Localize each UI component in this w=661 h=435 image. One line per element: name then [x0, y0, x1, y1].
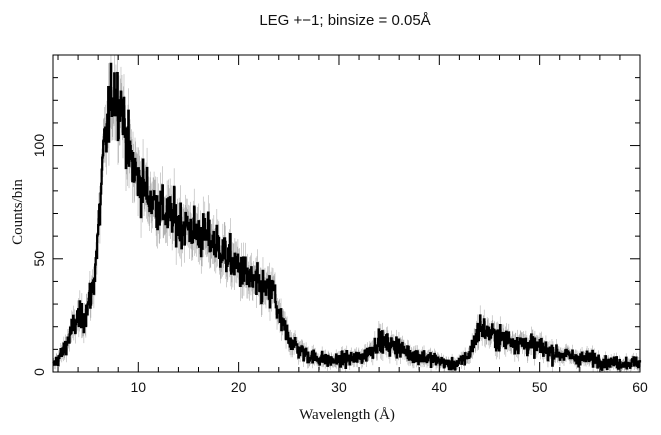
chart-title: LEG +−1; binsize = 0.05Å [259, 12, 430, 29]
y-tick-label: 50 [31, 251, 47, 267]
x-tick-label: 10 [131, 379, 147, 395]
spectrum-series-line [52, 62, 642, 371]
ticks-layer: 10 20 30 40 50 60 0 50 100 [31, 54, 648, 395]
series-layer [52, 62, 642, 371]
x-tick-label: 40 [432, 379, 448, 395]
x-tick-label: 30 [331, 379, 347, 395]
y-tick-label: 0 [31, 368, 47, 376]
y-tick-label: 100 [31, 134, 47, 158]
y-axis-label: Counts/bin [10, 179, 26, 245]
x-tick-label: 60 [632, 379, 648, 395]
x-tick-label: 20 [231, 379, 247, 395]
x-tick-label: 50 [532, 379, 548, 395]
x-axis-label: Wavelength (Å) [299, 407, 395, 423]
